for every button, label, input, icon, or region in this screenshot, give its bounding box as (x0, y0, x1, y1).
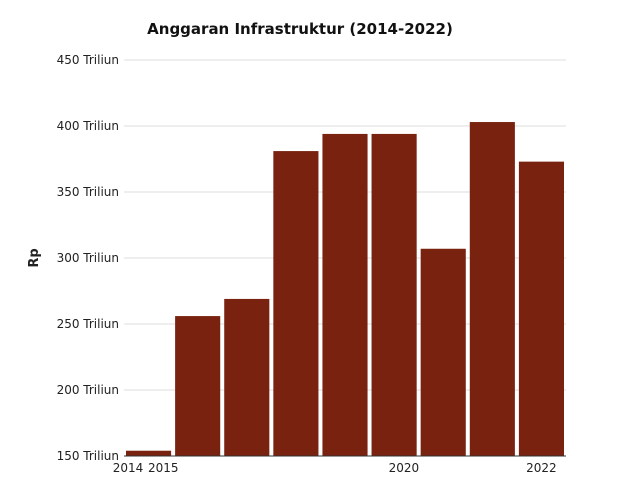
y-tick-label: 450 Triliun (57, 53, 119, 67)
y-tick-label: 150 Triliun (57, 449, 119, 463)
x-tick-label: 2022 (526, 461, 557, 475)
bars (126, 122, 564, 457)
y-tick-label: 350 Triliun (57, 185, 119, 199)
bar-2019 (371, 133, 417, 457)
bar-2021 (469, 122, 515, 456)
bar-2015 (175, 316, 221, 456)
y-tick-labels: 150 Triliun 200 Triliun 250 Triliun 300 Tri… (57, 53, 119, 463)
bar-2018 (322, 133, 368, 457)
bar-2020 (420, 248, 466, 456)
y-tick-label: 200 Triliun (57, 383, 119, 397)
x-tick-label: 2015 (148, 461, 179, 475)
bar-2022 (518, 161, 564, 456)
x-tick-label: 2020 (389, 461, 420, 475)
bar-2014 (126, 450, 172, 456)
bar-2017 (273, 151, 319, 456)
y-tick-label: 250 Triliun (57, 317, 119, 331)
y-tick-label: 300 Triliun (57, 251, 119, 265)
bar-2016 (224, 298, 270, 456)
y-tick-label: 400 Triliun (57, 119, 119, 133)
x-tick-labels: 2014 2015 2020 2022 (113, 461, 557, 475)
y-axis-label: Rp (27, 248, 42, 267)
chart-title: Anggaran Infrastruktur (2014-2022) (147, 20, 453, 38)
x-tick-label: 2014 (113, 461, 144, 475)
